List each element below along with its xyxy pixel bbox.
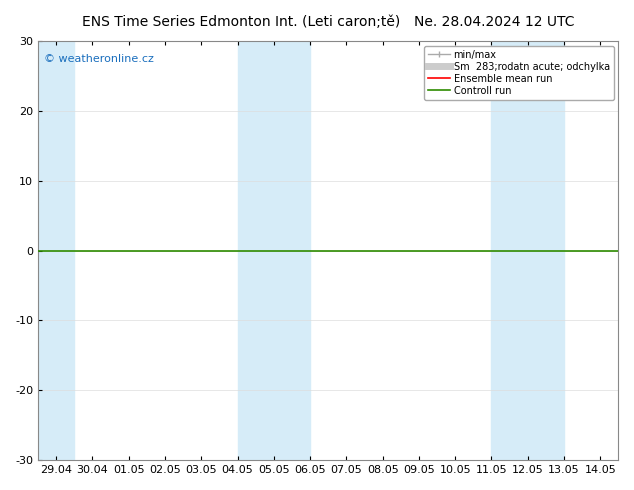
Legend: min/max, Sm  283;rodatn acute; odchylka, Ensemble mean run, Controll run: min/max, Sm 283;rodatn acute; odchylka, …	[424, 46, 614, 99]
Text: © weatheronline.cz: © weatheronline.cz	[44, 53, 153, 64]
Bar	[491, 41, 564, 460]
Text: ENS Time Series Edmonton Int. (Leti caron;tě): ENS Time Series Edmonton Int. (Leti caro…	[82, 15, 400, 29]
Bar	[38, 41, 74, 460]
Bar	[238, 41, 310, 460]
Text: Ne. 28.04.2024 12 UTC: Ne. 28.04.2024 12 UTC	[414, 15, 575, 29]
